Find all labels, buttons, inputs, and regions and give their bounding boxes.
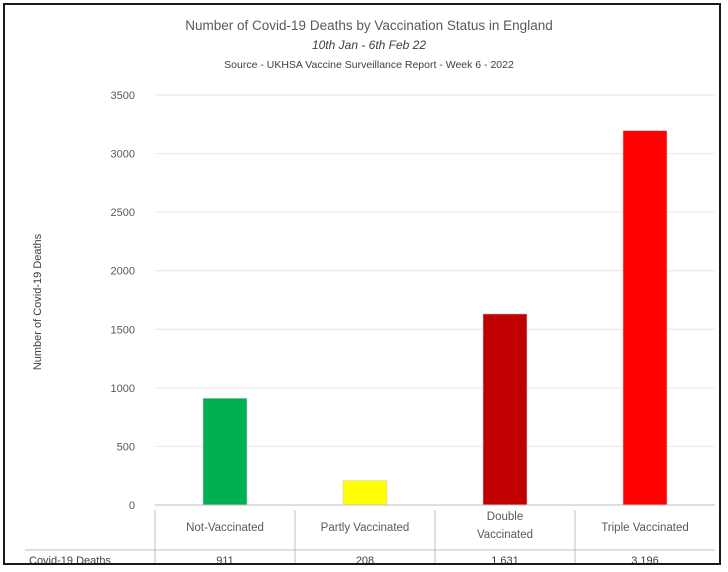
y-tick-label: 2500 bbox=[111, 207, 135, 219]
bars bbox=[202, 130, 668, 506]
gridlines bbox=[155, 94, 715, 506]
chart-subtitle: 10th Jan - 6th Feb 22 bbox=[312, 38, 426, 52]
table-value: 3,196 bbox=[631, 555, 659, 563]
y-tick-labels: 0 500 1000 1500 2000 2500 3000 3500 bbox=[111, 90, 135, 512]
category-label: Partly Vaccinated bbox=[321, 522, 410, 534]
table-value: 911 bbox=[216, 555, 234, 563]
category-label: Double Vaccinated bbox=[477, 511, 533, 541]
bar-triple-vaccinated bbox=[622, 130, 668, 506]
category-labels: Not-Vaccinated Partly Vaccinated Double Vac… bbox=[186, 511, 689, 541]
bar-chart: 0 500 1000 1500 2000 2500 3000 3500 Not-Vaccina… bbox=[25, 18, 715, 563]
bar-double-vaccinated bbox=[482, 313, 528, 506]
chart-frame: 0 500 1000 1500 2000 2500 3000 3500 Not-Vaccina… bbox=[3, 3, 721, 565]
y-tick-label: 1000 bbox=[111, 383, 135, 395]
y-tick-label: 3000 bbox=[111, 149, 135, 161]
table-value: 208 bbox=[356, 555, 374, 563]
bar-partly-vaccinated bbox=[342, 480, 388, 506]
y-tick-label: 2000 bbox=[111, 266, 135, 278]
chart-source: Source - UKHSA Vaccine Surveillance Repo… bbox=[224, 59, 514, 71]
y-tick-label: 0 bbox=[129, 500, 135, 512]
y-tick-label: 500 bbox=[117, 441, 135, 453]
table-value: 1,631 bbox=[491, 555, 519, 563]
data-table: Covid-19 Deaths 911 208 1,631 3,196 bbox=[25, 504, 715, 563]
category-label: Not-Vaccinated bbox=[186, 522, 264, 534]
y-tick-label: 3500 bbox=[111, 90, 135, 102]
bar-not-vaccinated bbox=[202, 397, 248, 506]
y-tick-label: 1500 bbox=[111, 324, 135, 336]
y-axis-label: Number of Covid-19 Deaths bbox=[32, 233, 44, 370]
chart-title: Number of Covid-19 Deaths by Vaccination… bbox=[185, 18, 552, 33]
category-label: Triple Vaccinated bbox=[601, 522, 689, 534]
table-row-label: Covid-19 Deaths bbox=[29, 555, 111, 563]
